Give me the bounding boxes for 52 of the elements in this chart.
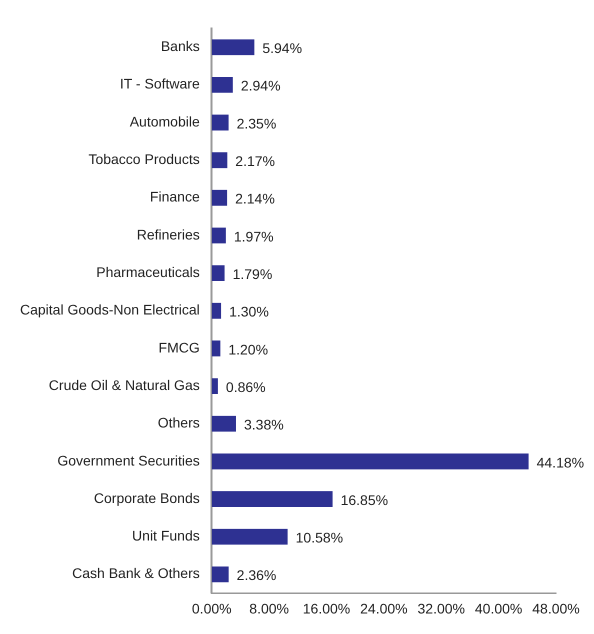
y-tick-label: FMCG (158, 339, 200, 356)
data-label: 1.79% (232, 266, 272, 282)
x-tick-label: 40.00% (474, 600, 522, 616)
bar (212, 416, 236, 432)
data-label: 2.35% (236, 115, 276, 132)
x-tick-label: 24.00% (360, 600, 408, 616)
y-tick-label: Cash Bank & Others (72, 565, 200, 582)
bar (212, 114, 229, 130)
bar (212, 340, 220, 356)
y-tick-label: Banks (160, 38, 200, 54)
y-tick-label: Others (158, 414, 200, 431)
y-tick-label: Tobacco Products (88, 151, 200, 168)
data-label: 10.58% (296, 530, 344, 546)
y-tick-label: Pharmaceuticals (96, 264, 200, 280)
x-tick-label: 32.00% (418, 600, 465, 616)
data-label: 2.36% (236, 567, 276, 584)
bar (212, 454, 529, 470)
data-label: 2.14% (235, 190, 275, 207)
data-label: 1.30% (229, 304, 269, 320)
y-tick-label: Government Securities (57, 452, 200, 468)
data-label: 1.20% (228, 341, 268, 358)
bar (212, 566, 229, 582)
data-label: 1.97% (234, 228, 274, 244)
data-label: 5.94% (262, 40, 302, 56)
bar (212, 39, 254, 56)
y-tick-label: Refineries (136, 226, 200, 242)
data-label: 3.38% (244, 416, 284, 433)
bar (212, 152, 228, 168)
bar (212, 302, 222, 319)
y-tick-label: Corporate Bonds (94, 490, 200, 506)
bar (212, 265, 225, 282)
y-tick-label: Unit Funds (132, 528, 200, 544)
x-tick-label: 48.00% (532, 600, 580, 616)
bar (212, 528, 288, 545)
x-tick-label: 16.00% (302, 600, 350, 616)
data-label: 0.86% (226, 378, 266, 395)
y-tick-label: Finance (150, 188, 200, 205)
y-tick-label: Crude Oil & Natural Gas (48, 376, 200, 393)
bar (212, 228, 226, 244)
y-tick-label: Capital Goods-Non Electrical (20, 302, 200, 318)
data-label: 16.85% (340, 492, 388, 508)
x-tick-label: 0.00% (192, 600, 232, 616)
data-label: 44.18% (536, 454, 584, 470)
bar (212, 378, 218, 394)
x-tick-label: 8.00% (249, 600, 289, 616)
data-label: 2.17% (235, 153, 276, 170)
data-label: 2.94% (240, 78, 281, 94)
bar (212, 190, 228, 206)
y-tick-label: Automobile (130, 113, 200, 130)
bar (212, 76, 233, 93)
bar (212, 491, 333, 507)
y-tick-label: IT - Software (120, 76, 200, 92)
